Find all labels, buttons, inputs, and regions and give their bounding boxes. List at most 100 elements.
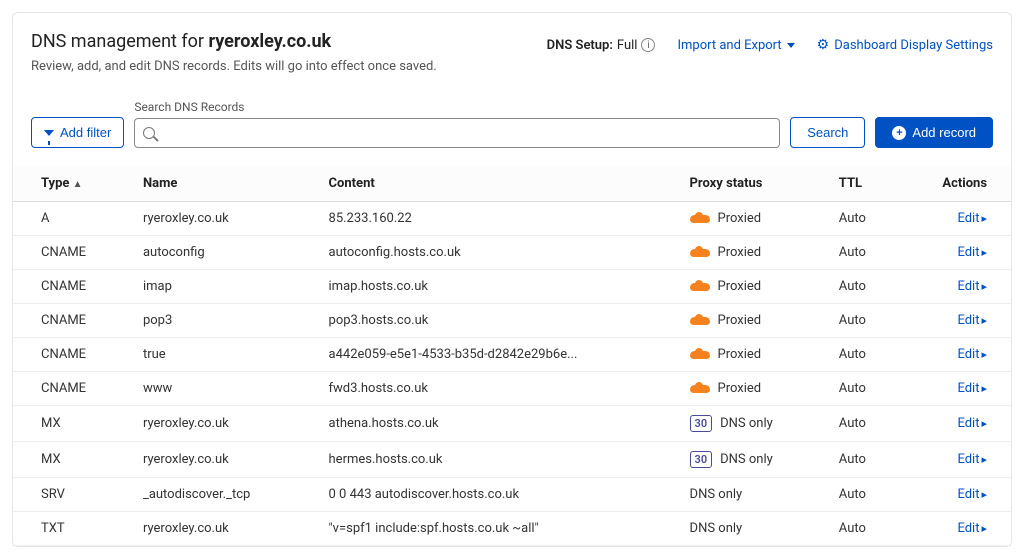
table-row: CNAMEautoconfigautoconfig.hosts.co.ukPro… (13, 236, 1011, 270)
cell-actions: Edit▸ (896, 512, 1011, 546)
col-type[interactable]: Type ▲ (13, 166, 135, 202)
table-row: SRV_autodiscover._tcp0 0 443 autodiscove… (13, 478, 1011, 512)
chevron-right-icon: ▸ (981, 314, 987, 327)
edit-link[interactable]: Edit▸ (957, 211, 987, 226)
table-row: CNAMEimapimap.hosts.co.ukProxiedAutoEdit… (13, 270, 1011, 304)
cell-type: CNAME (13, 304, 135, 338)
chevron-right-icon: ▸ (981, 417, 987, 430)
add-record-button[interactable]: + Add record (875, 117, 993, 148)
page-title: DNS management for ryeroxley.co.uk (31, 31, 437, 52)
sort-asc-icon: ▲ (73, 179, 83, 190)
chevron-right-icon: ▸ (981, 522, 987, 535)
cell-actions: Edit▸ (896, 478, 1011, 512)
cell-type: SRV (13, 478, 135, 512)
cell-content: 85.233.160.22 (321, 202, 682, 236)
dashboard-settings-link[interactable]: ⚙ Dashboard Display Settings (817, 37, 993, 53)
cell-name: true (135, 338, 321, 372)
proxy-status-label: Proxied (718, 245, 762, 260)
cell-ttl: Auto (831, 406, 896, 442)
cell-ttl: Auto (831, 478, 896, 512)
cell-content: 0 0 443 autodiscover.hosts.co.uk (321, 478, 682, 512)
proxy-status-label: Proxied (718, 347, 762, 362)
chevron-down-icon (787, 43, 795, 48)
cell-actions: Edit▸ (896, 442, 1011, 478)
cell-type: CNAME (13, 338, 135, 372)
plus-icon: + (892, 126, 906, 140)
title-domain: ryeroxley.co.uk (208, 31, 331, 52)
cell-actions: Edit▸ (896, 406, 1011, 442)
edit-link[interactable]: Edit▸ (957, 245, 987, 260)
cell-name: www (135, 372, 321, 406)
cell-actions: Edit▸ (896, 304, 1011, 338)
cell-name: ryeroxley.co.uk (135, 406, 321, 442)
cell-proxy: Proxied (682, 304, 831, 338)
cell-content: pop3.hosts.co.uk (321, 304, 682, 338)
search-block: Search DNS Records (134, 100, 780, 148)
cell-proxy: Proxied (682, 202, 831, 236)
col-ttl[interactable]: TTL (831, 166, 896, 202)
gear-icon: ⚙ (817, 37, 830, 53)
table-body: Aryeroxley.co.uk85.233.160.22ProxiedAuto… (13, 202, 1011, 546)
add-filter-button[interactable]: Add filter (31, 117, 124, 148)
page-subtitle: Review, add, and edit DNS records. Edits… (31, 58, 437, 76)
cell-proxy: Proxied (682, 338, 831, 372)
table-row: CNAMEtruea442e059-e5e1-4533-b35d-d2842e2… (13, 338, 1011, 372)
cell-proxy: Proxied (682, 236, 831, 270)
cell-type: MX (13, 442, 135, 478)
chevron-right-icon: ▸ (981, 453, 987, 466)
cell-ttl: Auto (831, 338, 896, 372)
edit-link[interactable]: Edit▸ (957, 452, 987, 467)
cloud-icon (690, 349, 710, 361)
edit-link[interactable]: Edit▸ (957, 381, 987, 396)
proxy-status-label: DNS only (720, 452, 773, 467)
cell-content: autoconfig.hosts.co.uk (321, 236, 682, 270)
cell-proxy: Proxied (682, 270, 831, 304)
cell-content: "v=spf1 include:spf.hosts.co.uk ~all" (321, 512, 682, 546)
col-content[interactable]: Content (321, 166, 682, 202)
add-filter-label: Add filter (60, 125, 111, 140)
dns-setup: DNS Setup: Full i (547, 38, 656, 53)
proxy-status-label: Proxied (718, 381, 762, 396)
panel-header: DNS management for ryeroxley.co.uk Revie… (31, 31, 993, 76)
cell-name: imap (135, 270, 321, 304)
dashboard-settings-label: Dashboard Display Settings (834, 38, 993, 53)
cell-name: pop3 (135, 304, 321, 338)
cell-content: athena.hosts.co.uk (321, 406, 682, 442)
filter-icon (44, 130, 54, 136)
chevron-right-icon: ▸ (981, 348, 987, 361)
edit-link[interactable]: Edit▸ (957, 521, 987, 536)
dns-management-panel: DNS management for ryeroxley.co.uk Revie… (12, 12, 1012, 547)
cloud-icon (690, 213, 710, 225)
search-button[interactable]: Search (790, 117, 865, 148)
records-table: Type ▲ Name Content Proxy status TTL Act… (13, 166, 1011, 546)
chevron-right-icon: ▸ (981, 246, 987, 259)
col-proxy[interactable]: Proxy status (682, 166, 831, 202)
cell-proxy: 30DNS only (682, 406, 831, 442)
import-export-link[interactable]: Import and Export (677, 38, 794, 53)
cell-ttl: Auto (831, 304, 896, 338)
dns-setup-value: Full (617, 38, 638, 53)
col-name[interactable]: Name (135, 166, 321, 202)
cell-actions: Edit▸ (896, 270, 1011, 304)
cell-ttl: Auto (831, 442, 896, 478)
priority-badge: 30 (690, 415, 713, 432)
chevron-right-icon: ▸ (981, 212, 987, 225)
search-input[interactable] (161, 125, 771, 141)
cell-type: CNAME (13, 372, 135, 406)
info-icon[interactable]: i (641, 38, 655, 52)
cell-content: imap.hosts.co.uk (321, 270, 682, 304)
cell-actions: Edit▸ (896, 202, 1011, 236)
edit-link[interactable]: Edit▸ (957, 416, 987, 431)
table-row: TXTryeroxley.co.uk"v=spf1 include:spf.ho… (13, 512, 1011, 546)
chevron-right-icon: ▸ (981, 280, 987, 293)
cell-name: _autodiscover._tcp (135, 478, 321, 512)
edit-link[interactable]: Edit▸ (957, 279, 987, 294)
edit-link[interactable]: Edit▸ (957, 313, 987, 328)
edit-link[interactable]: Edit▸ (957, 347, 987, 362)
cell-type: CNAME (13, 236, 135, 270)
add-record-label: Add record (912, 125, 976, 140)
edit-link[interactable]: Edit▸ (957, 487, 987, 502)
cell-type: MX (13, 406, 135, 442)
cell-type: TXT (13, 512, 135, 546)
header-left: DNS management for ryeroxley.co.uk Revie… (31, 31, 437, 76)
